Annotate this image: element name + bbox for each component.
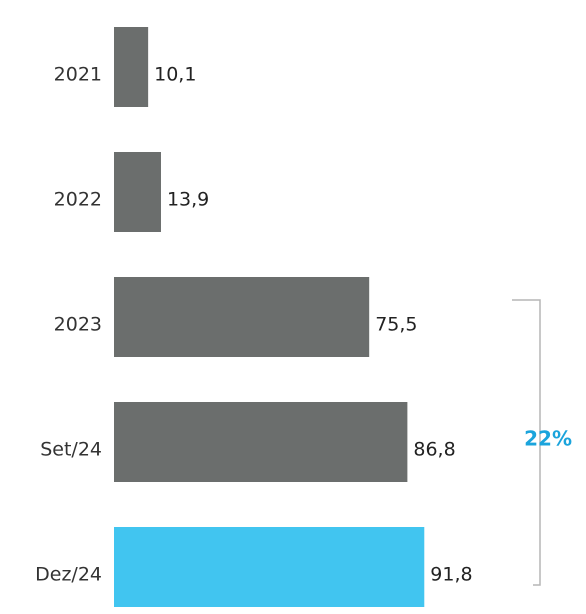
category-label: Set/24	[40, 439, 102, 461]
bar	[114, 27, 149, 107]
bar	[114, 152, 161, 232]
value-label: 10,1	[154, 64, 196, 86]
bar	[114, 277, 370, 357]
bracket	[512, 299, 541, 586]
category-label: Dez/24	[35, 564, 102, 586]
annotation: 22%	[524, 427, 572, 451]
bar	[114, 402, 408, 482]
category-label: 2022	[54, 189, 102, 211]
category-label: 2021	[54, 64, 102, 86]
value-label: 13,9	[167, 189, 209, 211]
value-label: 75,5	[375, 314, 417, 336]
value-label: 86,8	[413, 439, 455, 461]
category-label: 2023	[54, 314, 102, 336]
value-label: 91,8	[430, 564, 472, 586]
bar	[114, 527, 425, 607]
